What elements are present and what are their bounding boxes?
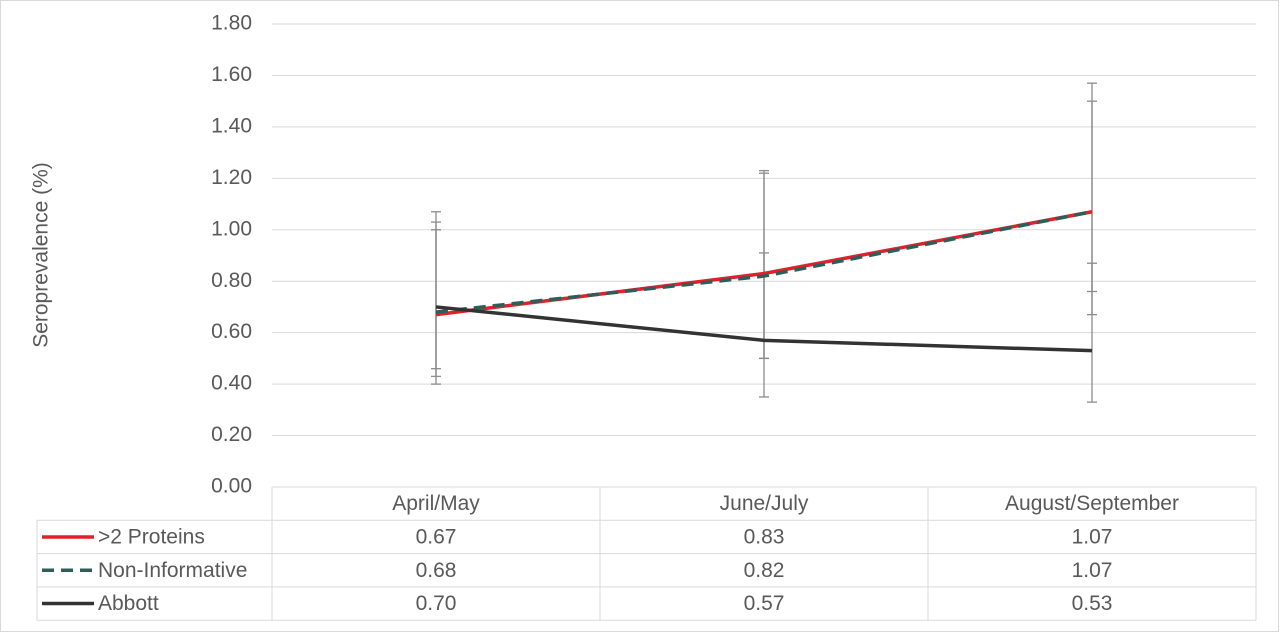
table-value: 0.67 [416, 525, 457, 548]
x-tick-label: April/May [392, 492, 480, 515]
table-value: 1.07 [1072, 559, 1113, 582]
table-value: 1.07 [1072, 525, 1113, 548]
y-tick-label: 0.80 [211, 269, 252, 292]
y-tick-label: 1.00 [211, 217, 252, 240]
y-tick-label: 1.40 [211, 114, 252, 137]
table-value: 0.53 [1072, 592, 1113, 615]
y-tick-label: 1.80 [211, 12, 252, 35]
x-tick-label: June/July [720, 492, 809, 515]
table-value: 0.83 [744, 525, 785, 548]
legend-label: >2 Proteins [98, 525, 205, 548]
y-tick-label: 0.20 [211, 423, 252, 446]
table-value: 0.82 [744, 559, 785, 582]
series-line [435, 210, 1093, 314]
series-line [435, 305, 1093, 353]
table-value: 0.70 [416, 592, 457, 615]
legend-label: Abbott [98, 592, 159, 615]
table-value: 0.57 [744, 592, 785, 615]
y-tick-label: 0.40 [211, 372, 252, 395]
y-tick-label: 1.60 [211, 63, 252, 86]
x-tick-label: August/September [1005, 492, 1179, 515]
table-value: 0.68 [416, 559, 457, 582]
legend-label: Non-Informative [98, 559, 247, 582]
error-bar [1087, 262, 1097, 403]
y-tick-label: 1.20 [211, 166, 252, 189]
y-axis-label: Seroprevalence (%) [30, 162, 53, 348]
y-tick-label: 0.00 [211, 475, 252, 498]
y-tick-label: 0.60 [211, 320, 252, 343]
